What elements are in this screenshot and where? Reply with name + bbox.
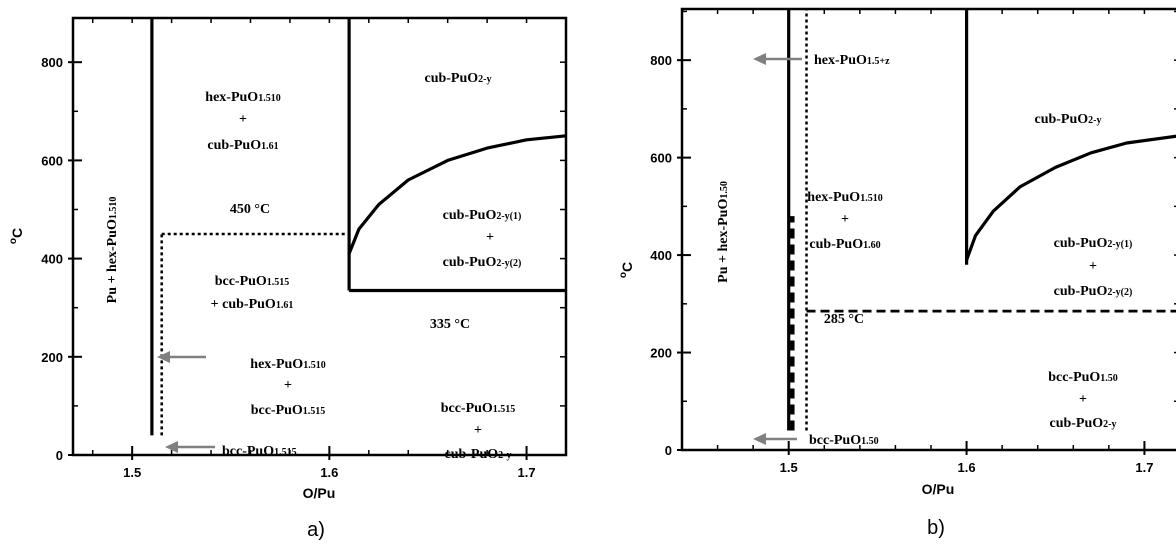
b-cub-y1-label: cub-PuO2-y(1) <box>1054 236 1133 251</box>
y-tick-label: 800 <box>650 53 672 68</box>
a-bcc-right-label: bcc-PuO1.515 <box>441 401 516 416</box>
a-plus-2: + <box>486 230 494 245</box>
x-tick-label: 1.6 <box>958 460 976 475</box>
panel-a-phase-boundaries <box>150 18 567 436</box>
panel-a-frame <box>71 16 568 457</box>
y-tick-label: 0 <box>56 448 63 463</box>
phase-boundary-6 <box>347 134 567 255</box>
a-bcc-arrow-label: bcc-PuO1.515 <box>222 444 297 459</box>
b-hex-arrow-label: hex-PuO1.5+z <box>814 53 890 68</box>
b-plus-2: + <box>1089 259 1097 274</box>
a-plus-3: + <box>284 378 292 393</box>
a-cub-mid-label: + cub-PuO1.61 <box>211 297 294 312</box>
b-cub-mid-label: cub-PuO1.60 <box>809 237 880 252</box>
x-tick-label: 1.5 <box>780 460 798 475</box>
a-cub-top-label: cub-PuO1.61 <box>207 138 278 153</box>
a-cub-right-label: cub-PuO2-y <box>424 71 491 86</box>
x-tick-label: 1.7 <box>518 465 536 480</box>
b-cub-low-label: cub-PuO2-y <box>1049 416 1116 431</box>
panel-a-x-axis: 1.5 1.6 1.7 <box>91 18 536 480</box>
a-plus-4: + <box>474 423 482 438</box>
y-tick-label: 600 <box>41 153 63 168</box>
a-temp-450-label: 450 °C <box>230 202 270 217</box>
a-hex-top-label: hex-PuO1.510 <box>205 90 280 105</box>
b-plus-3: + <box>1079 392 1087 407</box>
b-bcc-arrow-label: bcc-PuO1.50 <box>809 433 879 448</box>
b-arrow-2 <box>753 433 797 445</box>
panel-b-xlabel: O/Pu <box>922 481 955 497</box>
y-tick-label: 400 <box>41 252 63 267</box>
panel-a-caption: a) <box>307 519 325 541</box>
panel-b: 0 200 400 600 800 1.5 1.6 1.7 O/Pu oC b) hex-P… <box>618 7 1176 539</box>
y-tick-label: 400 <box>650 248 672 263</box>
phase-boundary-6 <box>965 134 1176 261</box>
b-arrow-1 <box>753 53 802 65</box>
panel-a-ylabel: oC <box>8 228 25 244</box>
x-tick-label: 1.5 <box>123 465 141 480</box>
panel-a-y-axis: 0 200 400 600 800 <box>41 55 566 463</box>
b-cub-top-label: cub-PuO2-y <box>1034 112 1101 127</box>
panel-b-x-axis: 1.5 1.6 1.7 <box>681 9 1153 475</box>
a-temp-335-label: 335 °C <box>430 317 470 332</box>
a-hex-low-label: hex-PuO1.510 <box>250 357 325 372</box>
y-tick-label: 600 <box>650 151 672 166</box>
a-cub-y1-label: cub-PuO2-y(1) <box>443 208 522 223</box>
a-arrow-1 <box>157 351 206 363</box>
b-plus-1: + <box>841 212 849 227</box>
panel-b-y-axis: 0 200 400 600 800 <box>650 10 1176 458</box>
a-bcc-mid-label: bcc-PuO1.515 <box>215 274 290 289</box>
panel-b-ylabel: oC <box>618 262 635 278</box>
b-bcc-right-label: bcc-PuO1.50 <box>1048 370 1118 385</box>
x-tick-label: 1.7 <box>1135 460 1153 475</box>
b-temp-285-label: 285 °C <box>824 312 864 327</box>
y-tick-label: 0 <box>665 443 672 458</box>
y-tick-label: 200 <box>650 346 672 361</box>
panel-b-phase-boundaries <box>787 9 1176 431</box>
panel-a-xlabel: O/Pu <box>303 485 336 501</box>
a-plus-1: + <box>239 112 247 127</box>
a-cub-low-label: cub-PuO2-y <box>444 447 511 462</box>
y-tick-label: 800 <box>41 55 63 70</box>
a-vertical-label: Pu + hex-PuO1.510 <box>105 197 120 304</box>
a-bcc-low-label: bcc-PuO1.515 <box>251 403 326 418</box>
x-tick-label: 1.6 <box>320 465 338 480</box>
panel-b-caption: b) <box>927 517 945 539</box>
b-hex-mid-label: hex-PuO1.510 <box>807 190 882 205</box>
b-cub-y2-label: cub-PuO2-y(2) <box>1054 284 1133 299</box>
a-arrow-2 <box>165 441 215 453</box>
panel-a: 0 200 400 600 800 1.5 1.6 1.7 O/Pu oC a) hex-P… <box>8 16 568 541</box>
y-tick-label: 200 <box>41 350 63 365</box>
a-cub-y2-label: cub-PuO2-y(2) <box>443 255 522 270</box>
b-vertical-label: Pu + hex-PuO1.50 <box>716 181 731 283</box>
